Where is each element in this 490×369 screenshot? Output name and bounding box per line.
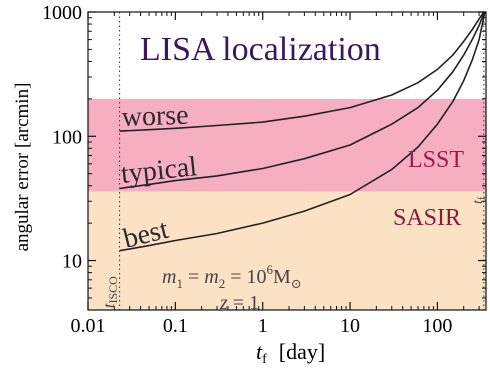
y-axis-label: angular error [arcmin] (12, 83, 33, 252)
vline-label-isco: tISCO (101, 276, 120, 308)
series-line-worse (119, 11, 485, 132)
series-line-typical (119, 11, 486, 190)
params-m1-sub: 1 (176, 276, 183, 291)
band-label-sasir: SASIR (393, 205, 461, 231)
curve-layer (119, 11, 486, 252)
x-axis-label-sub: f (262, 352, 267, 367)
params-m2-sub: 2 (219, 276, 226, 291)
x-axis-label: tf [day] (256, 339, 325, 367)
params-eq2: = 10 (225, 266, 266, 288)
band-sasir (88, 191, 486, 310)
params-mass: m1 = m2 = 106M⊙ (162, 262, 302, 291)
x-tick-label: 0.01 (71, 315, 106, 337)
params-msun: M (273, 266, 291, 288)
y-tick-label: 1000 (42, 2, 82, 24)
band-label-lsst: LSST (408, 147, 464, 173)
plot-frame (87, 11, 487, 311)
params-sun-symbol: ⊙ (291, 276, 302, 291)
params-m2: m (204, 266, 218, 288)
params-eq1: = (183, 266, 204, 288)
tick-layer: 0.01 0.1 1 10 100 10 100 1000 (42, 2, 486, 337)
y-tick-label: 100 (52, 126, 82, 148)
vline-label-isco-sub: ISCO (106, 276, 120, 304)
x-axis-label-unit: [day] (279, 339, 325, 364)
vline-label-tf-main: t (471, 199, 486, 204)
params-m1: m (162, 266, 176, 288)
vline-label-tf: tf (471, 196, 488, 204)
chart-title: LISA localization (140, 31, 381, 68)
vline-label-isco-main: t (101, 303, 118, 308)
x-tick-label: 10 (340, 315, 360, 337)
x-tick-label: 1 (258, 315, 268, 337)
x-tick-label: 100 (422, 315, 452, 337)
y-tick-label: 10 (62, 251, 82, 273)
params-redshift: z = 1 (219, 292, 259, 314)
x-axis-label-main: t (256, 339, 263, 364)
x-tick-label: 0.1 (163, 315, 188, 337)
vline-label-tf-sub: f (477, 196, 488, 200)
params-exp: 6 (266, 262, 273, 277)
params-eq3: = 1 (228, 292, 259, 314)
params-z: z (219, 292, 228, 314)
series-line-best (119, 11, 486, 252)
series-label-worse: worse (121, 100, 189, 133)
